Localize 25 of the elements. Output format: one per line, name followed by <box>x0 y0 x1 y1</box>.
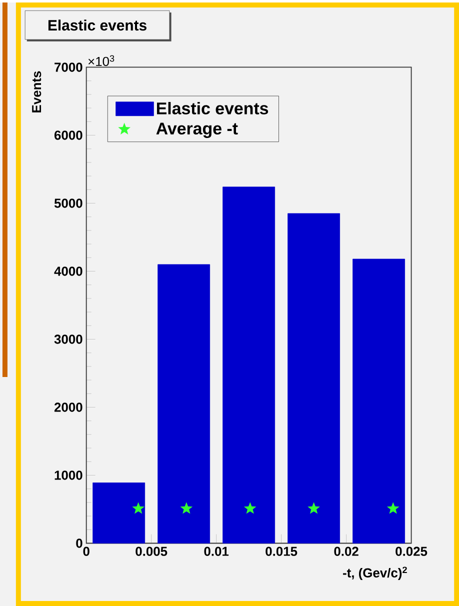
bar <box>352 258 405 544</box>
legend-label: Elastic events <box>156 102 268 114</box>
y-tick-label: 0 <box>76 538 82 548</box>
bar <box>92 482 145 544</box>
y-tick-label: 2000 <box>54 402 82 412</box>
y-tick-label: 5000 <box>54 198 82 208</box>
x-tick-label: 0.02 <box>334 546 358 556</box>
x-axis-title: -t, (Gev/c)$^{2}$ <box>342 566 407 580</box>
y-axis-title: Events <box>32 71 42 112</box>
text: ×10$^{3}$ <box>88 55 114 66</box>
y-tick-label: 1000 <box>54 470 82 480</box>
x-tick-label: 0.005 <box>136 546 168 556</box>
x-tick-label: 0.01 <box>204 546 229 556</box>
y-tick-label: 7000 <box>54 62 82 72</box>
y-tick-label: 6000 <box>54 130 82 140</box>
legend-label: Average -t <box>156 122 238 138</box>
x-tick-label: 0.025 <box>396 546 428 556</box>
y-tick-label: 4000 <box>54 266 82 276</box>
bar <box>288 213 340 544</box>
y-tick-label: 3000 <box>54 334 82 344</box>
bar <box>158 264 210 544</box>
bar <box>222 186 275 544</box>
x-tick-label: 0.015 <box>266 546 298 556</box>
x-tick-label: 0 <box>83 546 90 556</box>
chart-title: Elastic events <box>48 20 146 31</box>
